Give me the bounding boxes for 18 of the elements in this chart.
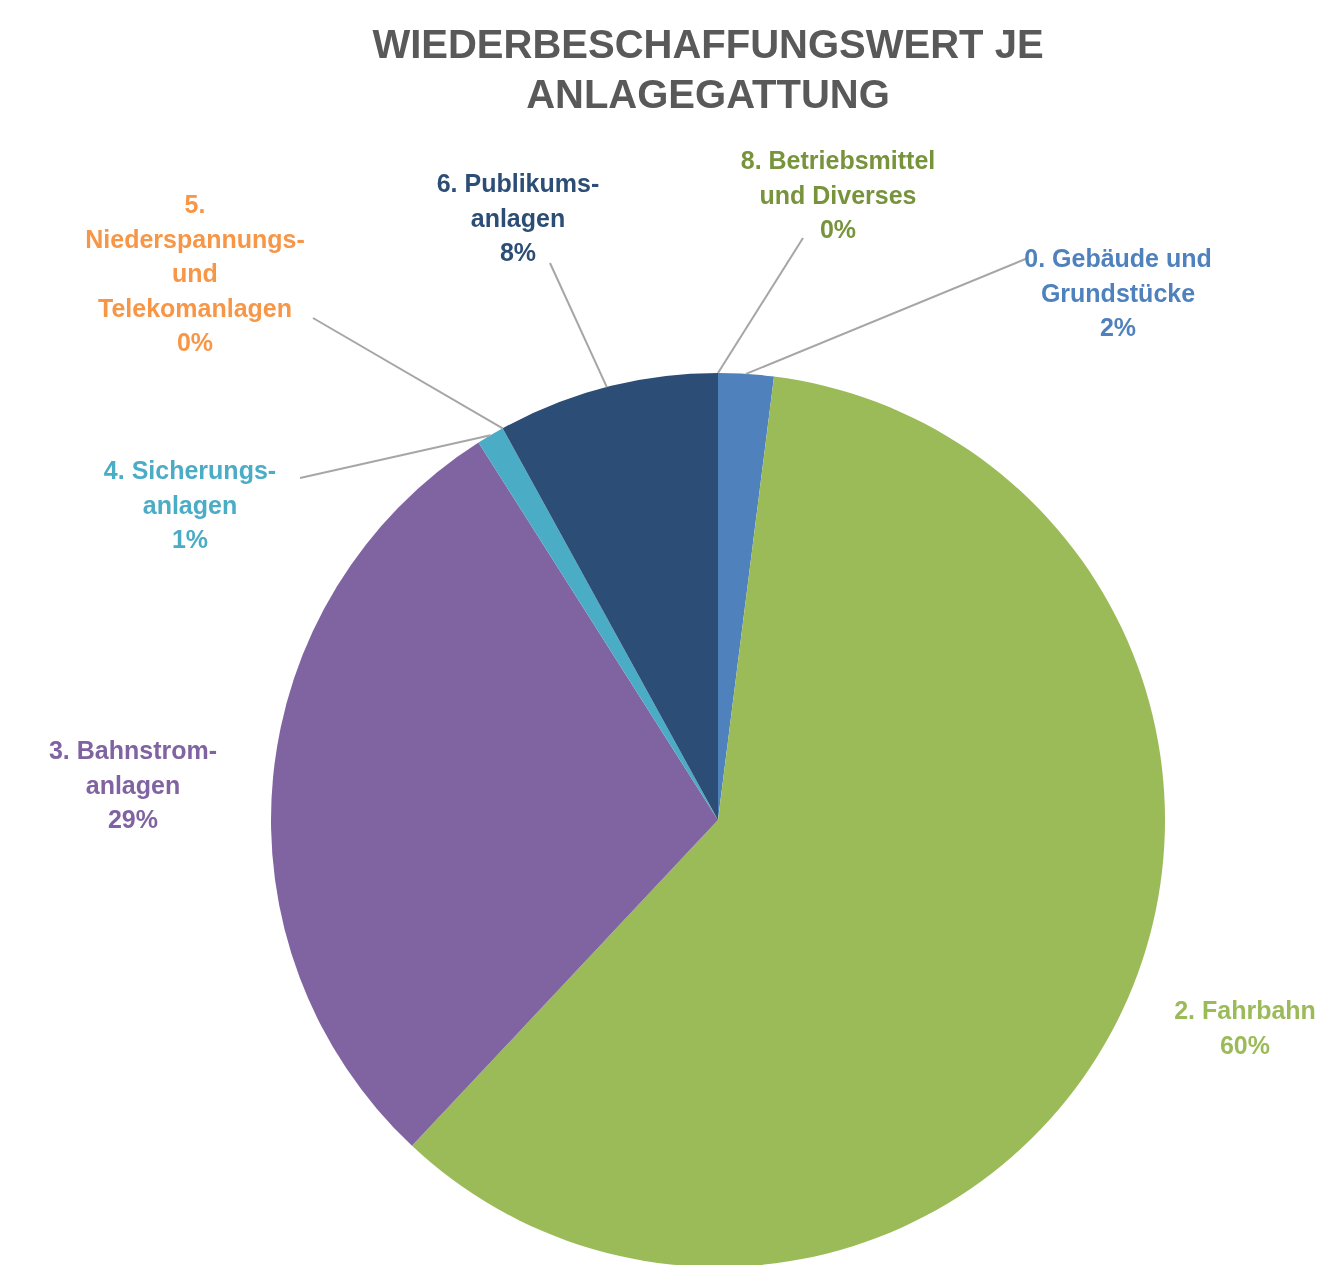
pie-slice (502, 373, 718, 820)
text: 0% (176, 328, 214, 356)
data-label: 1% (171, 525, 209, 553)
pie-slice (478, 428, 718, 820)
slice-label: 0. Gebäude und Grundstücke (1024, 244, 1212, 307)
pie-slice (412, 376, 1165, 1265)
slice-label: 2. Fahrbahn (1174, 996, 1316, 1024)
text: 0% (819, 215, 857, 243)
chart-title: WIEDERBESCHAFFUNGSWERT JE ANLAGEGATTUNG (372, 22, 1044, 116)
slice-label: 6. Publikums- anlagen (436, 169, 600, 232)
data-label: 29% (107, 805, 159, 833)
data-label: 8% (499, 238, 537, 266)
category-label: 5. Niederspannungs- und Telekomanlagen (85, 190, 305, 322)
slice-label: 4. Sicherungs- anlagen (103, 456, 277, 519)
category-label: 8. Betriebsmittel und Diverses (740, 146, 936, 209)
data-label: 60% (1219, 1030, 1271, 1059)
data-label: 2% (1099, 313, 1137, 341)
slice-label: 3. Bahnstrom- anlagen (48, 736, 218, 799)
